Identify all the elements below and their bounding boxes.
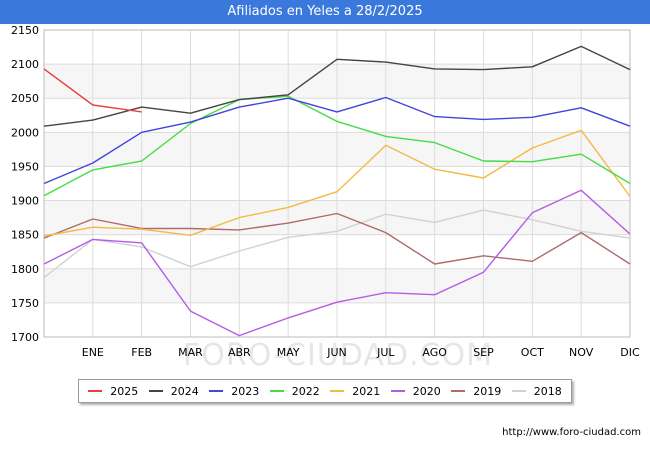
x-tick-label: NOV: [569, 346, 594, 359]
x-tick-label: ENE: [82, 346, 104, 359]
series-line-2018: [43, 209, 631, 279]
legend-swatch: [148, 390, 163, 392]
x-tick-label: AGO: [422, 346, 447, 359]
x-tick-label: OCT: [521, 346, 544, 359]
legend-item-2024: 2024: [148, 384, 199, 398]
y-tick-label: 1850: [11, 229, 39, 242]
legend-swatch: [88, 390, 103, 392]
x-tick-label: JUN: [326, 346, 347, 359]
y-tick-label: 1750: [11, 297, 39, 310]
legend-label: 2024: [170, 384, 199, 398]
legend-swatch: [330, 390, 345, 392]
y-tick-label: 1900: [11, 195, 39, 208]
legend: 2025 2024 2023 2022 2021 2020 2019 2018: [78, 379, 572, 403]
y-tick-labels: 1700 1750 1800 1850 1900 1950 2000 2050 2100 2150: [11, 24, 39, 344]
legend-label: 2021: [352, 384, 381, 398]
series-lines: [43, 45, 631, 337]
watermark: FORO-CIUDAD.COM: [183, 338, 493, 373]
legend-swatch: [209, 390, 224, 392]
series-line-2025: [43, 68, 142, 113]
x-tick-label: MAR: [178, 346, 203, 359]
series-line-2021: [43, 129, 631, 237]
legend-swatch: [451, 390, 466, 392]
legend-item-2023: 2023: [209, 385, 259, 398]
y-tick-label: 2150: [11, 24, 39, 37]
legend-label: 2020: [412, 384, 441, 398]
legend-item-2021: 2021: [330, 385, 380, 398]
y-tick-label: 1700: [11, 331, 39, 344]
y-tick-label: 2050: [11, 92, 39, 105]
y-tick-label: 1800: [11, 263, 39, 276]
legend-swatch: [390, 390, 405, 392]
x-tick-label: FEB: [131, 346, 152, 359]
series-line-2024: [43, 45, 631, 127]
series-line-2020: [43, 189, 631, 337]
legend-item-2019: 2019: [451, 385, 501, 398]
x-tick-label: JUL: [376, 346, 395, 359]
legend-label: 2025: [110, 384, 139, 398]
legend-item-2025: 2025: [88, 385, 138, 398]
legend-item-2018: 2018: [511, 384, 562, 398]
x-tick-labels: ENE FEB MAR ABR MAY JUN JUL AGO SEP OCT NOV DIC: [82, 346, 640, 359]
legend-swatch: [269, 390, 284, 392]
legend-label: 2019: [473, 384, 502, 398]
y-tick-label: 2000: [11, 126, 39, 139]
legend-item-2022: 2022: [269, 384, 320, 398]
series-line-2023: [43, 96, 631, 185]
series-line-2022: [43, 95, 631, 197]
x-tick-label: DIC: [620, 346, 640, 359]
x-tick-label: MAY: [277, 346, 300, 359]
y-tick-label: 1950: [11, 160, 39, 173]
x-tick-label: SEP: [473, 346, 494, 359]
legend-label: 2018: [533, 384, 562, 398]
chart-title: Afiliados en Yeles a 28/2/2025: [0, 0, 650, 24]
legend-label: 2023: [231, 384, 260, 398]
legend-item-2020: 2020: [390, 384, 441, 398]
y-tick-label: 2100: [11, 58, 39, 71]
legend-label: 2022: [291, 384, 320, 398]
x-tick-label: ABR: [228, 346, 251, 359]
legend-swatch: [511, 390, 526, 392]
source-url: http://www.foro-ciudad.com: [502, 427, 641, 438]
